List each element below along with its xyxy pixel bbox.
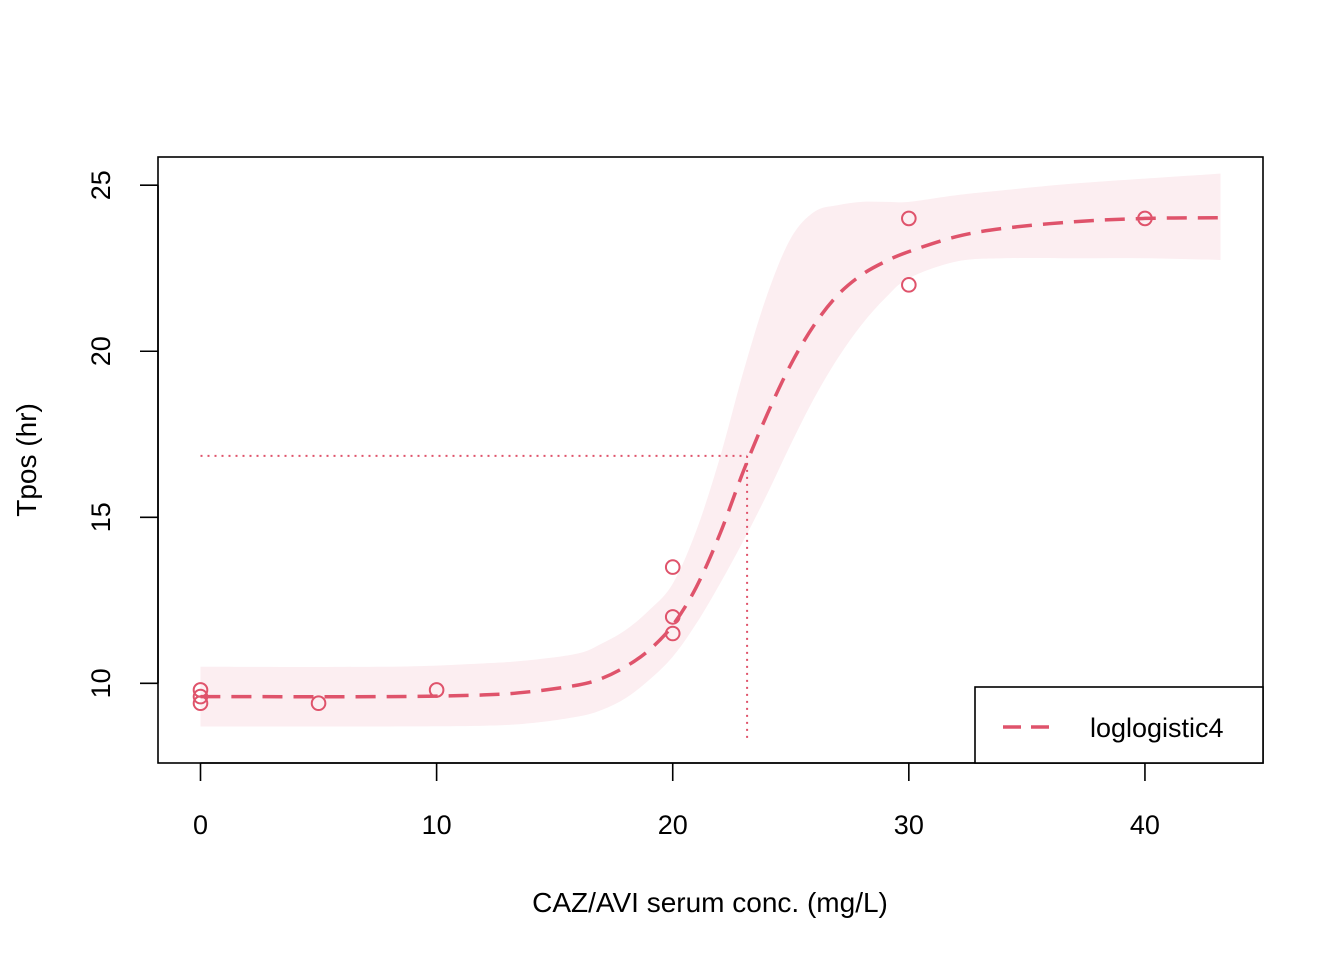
data-point [664, 625, 681, 642]
legend-label: loglogistic4 [1090, 713, 1224, 743]
data-point [1137, 210, 1153, 227]
confidence-band [200, 173, 1221, 727]
data-point [664, 559, 681, 575]
data-point [310, 695, 327, 712]
x-axis-title: CAZ/AVI serum conc. (mg/L) [532, 887, 888, 918]
y-tick-label: 10 [86, 668, 116, 698]
data-point [901, 210, 917, 227]
y-tick-label: 25 [86, 170, 116, 200]
y-axis-title: Tpos (hr) [11, 403, 42, 517]
data-point [664, 609, 681, 625]
x-tick-label: 40 [1130, 810, 1160, 840]
legend-box [974, 686, 1264, 764]
data-point [192, 688, 209, 705]
x-tick-label: 30 [894, 810, 924, 840]
data-point [428, 682, 445, 698]
data-point [192, 695, 209, 712]
x-tick-label: 10 [422, 810, 452, 840]
data-point [901, 277, 917, 293]
y-tick-label: 20 [86, 336, 116, 366]
y-tick-label: 15 [86, 502, 116, 532]
x-tick-label: 0 [193, 810, 208, 840]
fit-curve-loglogistic4 [200, 216, 1221, 699]
x-tick-label: 20 [658, 810, 688, 840]
